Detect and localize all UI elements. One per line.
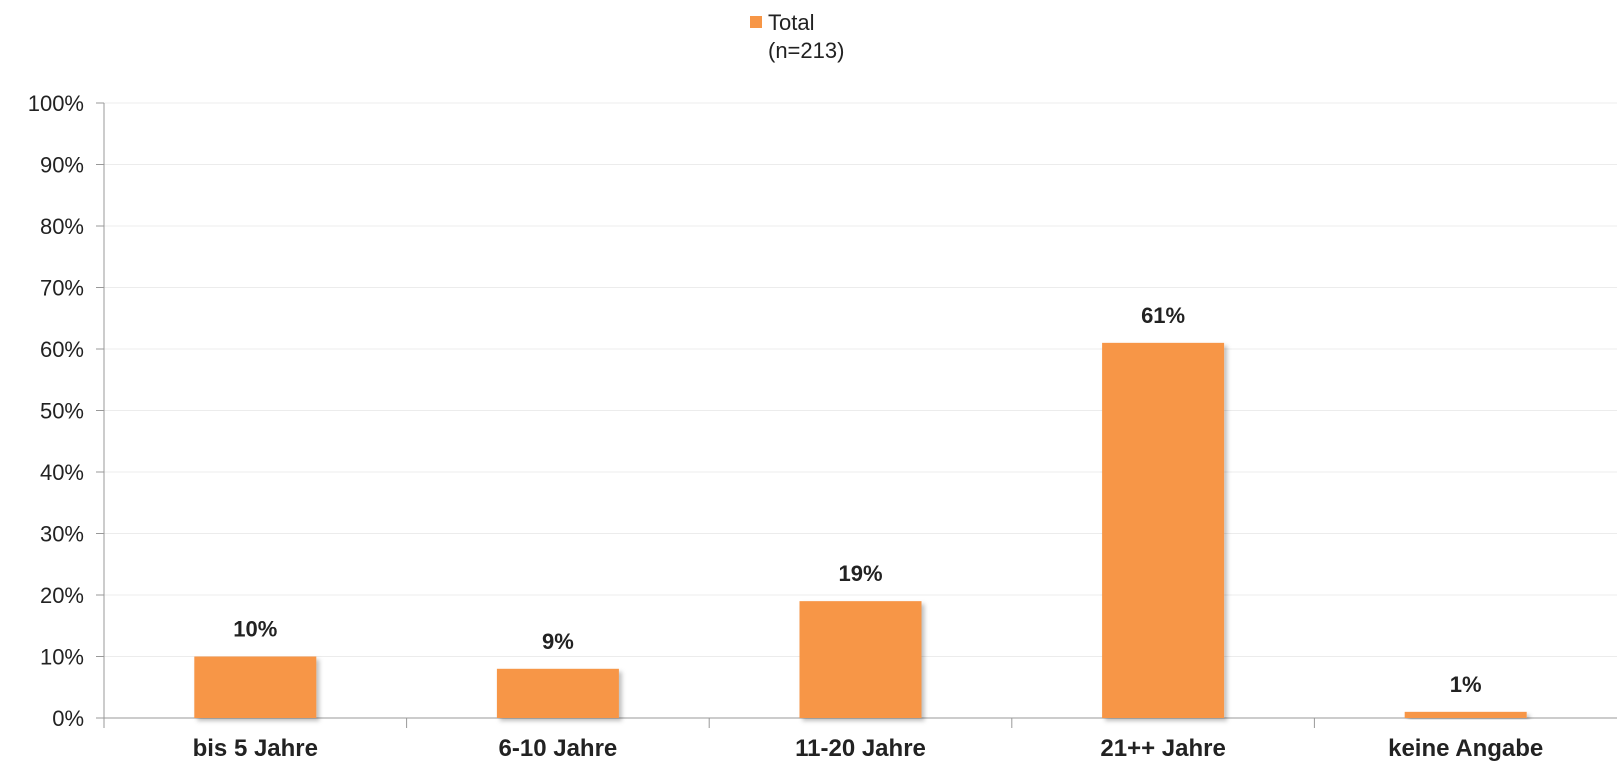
legend-series-sample-size: (n=213): [768, 38, 845, 63]
data-label: 61%: [1141, 303, 1185, 328]
bar: [799, 601, 922, 718]
data-labels: 10% 9% 19% 61% 1%: [233, 303, 1481, 697]
data-label: 1%: [1450, 672, 1482, 697]
y-tick-label: 20%: [40, 583, 84, 608]
legend-swatch: [750, 16, 762, 28]
y-tick-label: 10%: [40, 645, 84, 670]
legend-series-name: Total: [768, 10, 815, 35]
y-tick-label: 90%: [40, 153, 84, 178]
x-tick-label: bis 5 Jahre: [193, 735, 318, 762]
x-tick-label: 21++ Jahre: [1100, 735, 1225, 762]
y-axis: 0% 10% 20% 30% 40% 50% 60% 70% 80% 90% 100%: [28, 91, 105, 731]
y-tick-label: 80%: [40, 214, 84, 239]
y-tick-label: 100%: [28, 91, 84, 116]
y-tick-label: 0%: [52, 706, 84, 731]
bar: [1102, 342, 1225, 718]
x-tick-label: 11-20 Jahre: [795, 735, 926, 762]
data-label: 10%: [233, 617, 277, 642]
bar: [496, 668, 619, 718]
y-tick-label: 70%: [40, 276, 84, 301]
y-tick-label: 30%: [40, 522, 84, 547]
bars: [194, 342, 1527, 718]
gridlines: [104, 102, 1617, 657]
y-tick-label: 60%: [40, 337, 84, 362]
y-tick-label: 50%: [40, 399, 84, 424]
y-tick-label: 40%: [40, 460, 84, 485]
x-tick-label: keine Angabe: [1388, 735, 1543, 762]
bar: [1404, 711, 1527, 718]
x-axis: bis 5 Jahre 6-10 Jahre 11-20 Jahre 21++ Jah…: [103, 717, 1617, 762]
data-label: 19%: [838, 561, 882, 586]
x-tick-label: 6-10 Jahre: [499, 735, 618, 762]
bar: [194, 656, 317, 718]
data-label: 9%: [542, 629, 574, 654]
